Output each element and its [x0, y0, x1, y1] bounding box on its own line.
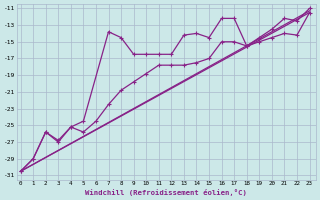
- X-axis label: Windchill (Refroidissement éolien,°C): Windchill (Refroidissement éolien,°C): [85, 189, 247, 196]
